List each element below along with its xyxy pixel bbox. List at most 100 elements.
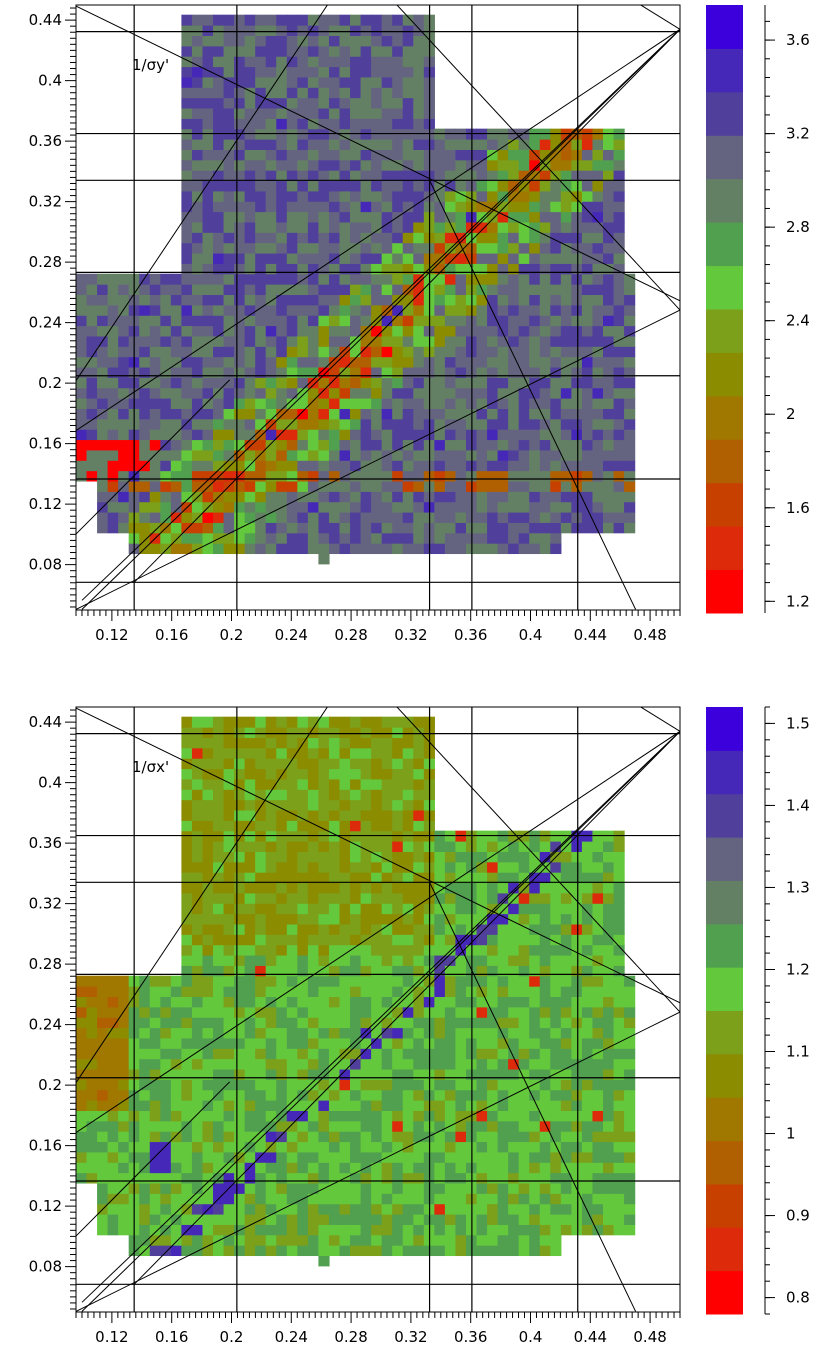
heatmap-cell [339,986,351,998]
heatmap-cell [297,809,309,821]
heatmap-cell [413,501,425,513]
heatmap-cell [244,501,256,513]
heatmap-cell [444,491,457,503]
heatmap-cell [560,304,572,316]
heatmap-cell [139,439,151,451]
heatmap-cell [413,872,425,884]
heatmap-cell [402,356,414,368]
heatmap-cell [560,882,572,894]
heatmap-cell [497,1089,509,1101]
heatmap-cell [518,522,530,534]
heatmap-cell [371,1110,383,1122]
heatmap-cell [202,14,214,26]
heatmap-cell [223,1017,235,1029]
heatmap-cell [191,799,204,811]
heatmap-cell [350,1245,362,1257]
heatmap-cell [371,356,383,368]
heatmap-cell [286,1089,298,1101]
heatmap-cell [518,408,530,420]
heatmap-cell [476,242,488,254]
heatmap-cell [191,149,204,161]
heatmap-cell [339,861,351,873]
heatmap-cell [455,986,467,998]
heatmap-cell [181,460,193,472]
heatmap-cell [318,789,330,801]
heatmap-cell [539,1110,551,1122]
heatmap-cell [539,1068,551,1080]
heatmap-cell [476,1141,488,1153]
heatmap-cell [455,501,467,513]
colorbar-tick-label: 1.2 [786,592,810,610]
heatmap-cell [213,1068,225,1080]
heatmap-cell [413,284,425,296]
heatmap-cell [318,882,330,894]
heatmap-cell [234,543,246,555]
heatmap-cell [339,1037,351,1049]
heatmap-cell [223,398,235,409]
heatmap-cell [286,107,298,119]
heatmap-cell [508,501,520,513]
heatmap-cell [455,1037,467,1049]
heatmap-cell [97,470,109,482]
heatmap-cell [276,944,288,956]
heatmap-cell [539,1017,551,1029]
heatmap-cell [244,747,256,759]
heatmap-cell [318,522,330,534]
heatmap-cell [413,1079,425,1091]
heatmap-cell [191,861,204,873]
heatmap-cell [202,25,214,36]
heatmap-cell [624,335,636,347]
heatmap-cell [350,76,362,88]
heatmap-cell [97,387,109,399]
heatmap-cell [539,1131,551,1143]
heatmap-cell [529,1006,541,1018]
heatmap-cell [371,1058,383,1070]
heatmap-cell [244,737,256,749]
heatmap-cell [202,470,214,482]
heatmap-cell [434,1193,446,1205]
heatmap-cell [455,1017,467,1029]
heatmap-cell [202,252,214,264]
heatmap-cell [402,996,414,1008]
heatmap-cell [328,1006,341,1018]
heatmap-cell [255,149,267,161]
heatmap-cell [339,809,351,821]
heatmap-cell [402,294,414,306]
heatmap-cell [328,387,341,399]
heatmap-cell [592,242,604,254]
heatmap-cell [624,1203,636,1215]
heatmap-cell [350,66,362,78]
heatmap-cell [381,799,393,811]
heatmap-cell [255,1017,267,1029]
heatmap-cell [550,284,562,296]
heatmap-cell [381,118,393,130]
heatmap-cell [613,1151,625,1163]
heatmap-cell [392,1017,404,1029]
heatmap-cell [350,841,362,852]
heatmap-cell [244,1037,256,1049]
heatmap-cell [276,408,288,420]
heatmap-cell [328,1058,341,1070]
heatmap-cell [107,1079,119,1091]
heatmap-cell [592,480,604,492]
heatmap-cell [402,1151,414,1163]
heatmap-cell [286,944,298,956]
heatmap-cell [497,284,509,296]
heatmap-cell [255,56,267,68]
heatmap-cell [560,861,572,873]
heatmap-cell [234,1182,246,1194]
heatmap-cell [476,480,488,492]
heatmap-cell [381,139,393,150]
heatmap-cell [76,1172,88,1184]
heatmap-cell [581,335,594,347]
heatmap-cell [360,1193,372,1205]
heatmap-cell [160,975,172,987]
heatmap-cell [560,1089,572,1101]
heatmap-cell [613,1110,625,1122]
heatmap-cell [97,522,109,534]
heatmap-cell [213,14,225,26]
heatmap-cell [476,356,488,368]
heatmap-cell [455,872,467,884]
heatmap-cell [434,180,446,192]
heatmap-cell [392,263,404,275]
